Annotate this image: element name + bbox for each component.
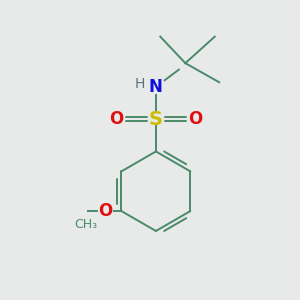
Text: O: O [109, 110, 123, 128]
Text: H: H [134, 77, 145, 91]
Text: S: S [149, 110, 163, 129]
Text: N: N [149, 78, 163, 96]
Text: O: O [98, 202, 112, 220]
Text: CH₃: CH₃ [75, 218, 98, 231]
Text: O: O [188, 110, 203, 128]
